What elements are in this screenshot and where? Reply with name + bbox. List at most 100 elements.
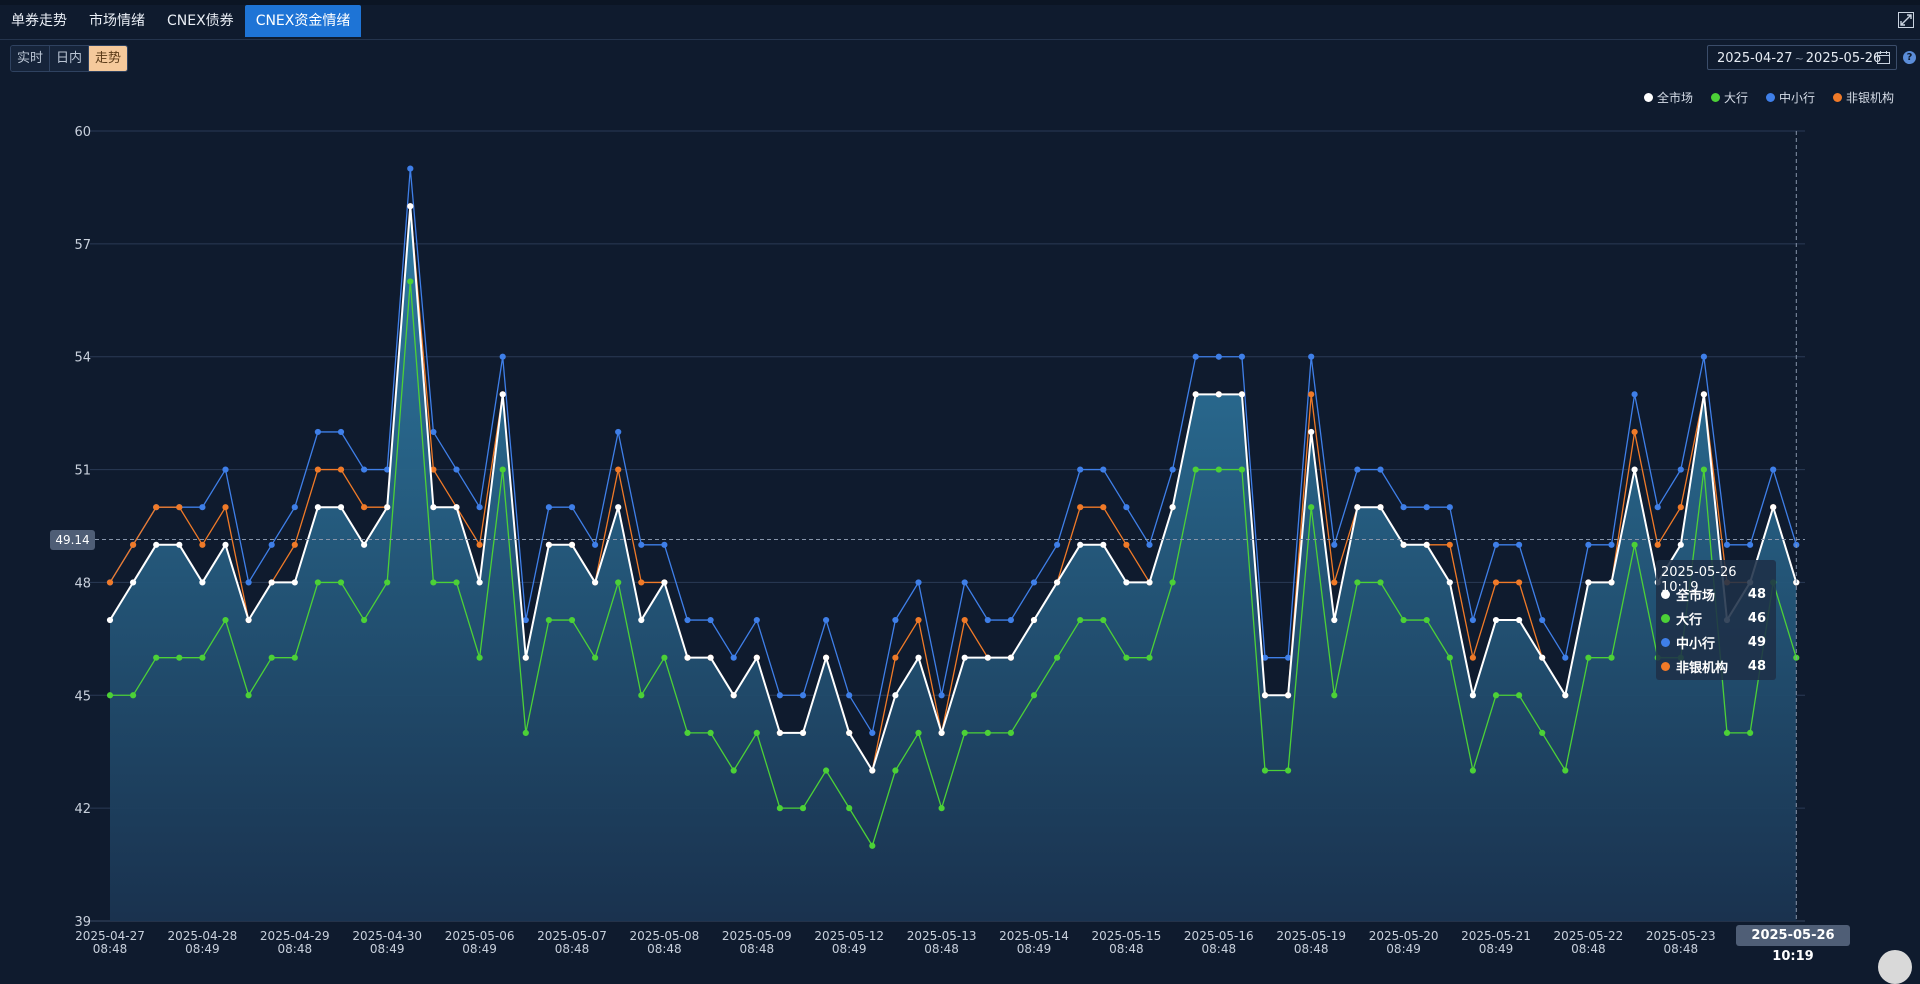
data-point-全市场 [1770, 504, 1777, 511]
data-point-全市场 [592, 579, 599, 586]
data-point-全市场 [545, 541, 553, 548]
data-point-非银机构 [476, 541, 483, 548]
x-tick-label-date: 2025-05-15 [1092, 929, 1162, 943]
tab-market-sentiment[interactable]: 市场情绪 [89, 13, 145, 29]
data-point-中小行 [1423, 504, 1430, 511]
data-point-中小行 [846, 692, 853, 699]
data-point-大行 [545, 616, 553, 624]
legend-item-small-banks[interactable]: 中小行 [1765, 89, 1815, 106]
data-point-大行 [938, 805, 945, 812]
x-tick-label-date: 2025-04-27 [75, 929, 145, 943]
data-point-大行 [407, 278, 414, 285]
tooltip-series-value: 46 [1747, 610, 1766, 626]
data-point-中小行 [1516, 541, 1523, 548]
floating-action-button[interactable] [1878, 950, 1912, 984]
data-point-大行 [1446, 654, 1453, 661]
x-tick-label-date: 2025-04-30 [352, 929, 422, 943]
y-tick-label: 45 [74, 689, 91, 704]
data-point-中小行 [1146, 541, 1153, 548]
data-point-全市场 [499, 391, 506, 398]
data-point-中小行 [1007, 616, 1015, 624]
data-point-全市场 [153, 541, 160, 548]
data-point-非银机构 [915, 616, 922, 624]
data-point-非银机构 [638, 579, 645, 586]
data-point-全市场 [222, 541, 229, 548]
data-point-中小行 [776, 692, 784, 699]
date-range-end: 2025-05-26 [1805, 51, 1882, 66]
data-point-全市场 [1192, 391, 1199, 398]
data-point-大行 [176, 654, 183, 661]
data-point-大行 [1585, 654, 1592, 661]
y-tick-label: 60 [74, 125, 91, 140]
data-point-全市场 [984, 654, 991, 661]
data-point-全市场 [1354, 504, 1361, 511]
data-point-中小行 [1054, 541, 1061, 548]
data-point-全市场 [1215, 391, 1222, 398]
data-point-中小行 [222, 466, 229, 473]
data-point-中小行 [245, 579, 252, 586]
data-point-大行 [1007, 729, 1015, 737]
data-point-大行 [776, 805, 784, 812]
data-point-大行 [291, 654, 298, 661]
data-point-大行 [1308, 504, 1315, 511]
data-point-中小行 [684, 616, 691, 624]
data-point-大行 [1285, 767, 1292, 774]
data-point-全市场 [638, 616, 645, 624]
data-point-全市场 [730, 692, 737, 699]
expand-icon[interactable] [1898, 12, 1914, 28]
data-point-大行 [199, 654, 206, 661]
data-point-大行 [1700, 466, 1708, 473]
x-tick-label-time: 08:49 [185, 942, 220, 956]
tab-cnex-bonds[interactable]: CNEX债券 [167, 13, 234, 29]
data-point-大行 [499, 466, 506, 473]
mode-realtime-button[interactable]: 实时 [11, 46, 51, 71]
data-point-全市场 [291, 579, 298, 586]
data-point-中小行 [1400, 504, 1407, 511]
data-point-全市场 [1054, 579, 1061, 586]
legend-item-non-bank[interactable]: 非银机构 [1832, 89, 1894, 106]
data-point-全市场 [615, 504, 622, 511]
data-point-全市场 [176, 541, 183, 548]
mode-trend-button[interactable]: 走势 [89, 46, 128, 71]
data-point-大行 [1331, 692, 1338, 699]
mode-intraday-button[interactable]: 日内 [50, 46, 90, 71]
x-tick-label-date: 2025-05-09 [722, 929, 792, 943]
data-point-非银机构 [130, 541, 137, 548]
data-point-大行 [1077, 616, 1084, 624]
data-point-大行 [361, 616, 368, 624]
data-point-大行 [1562, 767, 1569, 774]
data-point-全市场 [938, 729, 945, 737]
tooltip-row: 非银机构 48 [1661, 656, 1766, 676]
data-point-全市场 [384, 504, 391, 511]
data-point-大行 [1238, 466, 1246, 473]
data-point-中小行 [1100, 466, 1107, 473]
data-point-大行 [915, 729, 922, 737]
data-point-非银机构 [1631, 428, 1638, 436]
legend-label: 中小行 [1778, 91, 1815, 105]
legend-item-all-market[interactable]: 全市场 [1643, 89, 1693, 106]
tab-single-bond-trend[interactable]: 单券走势 [11, 13, 67, 29]
date-range-picker[interactable]: 2025-04-27 ~2025-05-26 [1707, 45, 1897, 70]
data-point-中小行 [1354, 466, 1361, 473]
chart-tooltip: 2025-05-26 10:19 全市场 48 大行 46 中小行 49 非银机… [1656, 560, 1776, 680]
data-point-中小行 [1723, 541, 1731, 548]
data-point-全市场 [799, 729, 807, 737]
data-point-大行 [453, 579, 460, 586]
help-icon[interactable]: ? [1903, 51, 1916, 64]
legend-item-large-banks[interactable]: 大行 [1710, 89, 1748, 106]
data-point-全市场 [1377, 504, 1384, 511]
x-tick-label-time: 08:48 [555, 942, 590, 956]
data-point-大行 [1539, 729, 1546, 737]
tab-cnex-fund-sentiment[interactable]: CNEX资金情绪 [244, 5, 362, 37]
tooltip-title: 2025-05-26 10:19 [1661, 565, 1737, 595]
data-point-大行 [1492, 692, 1500, 699]
data-point-全市场 [961, 654, 968, 661]
data-point-中小行 [1192, 353, 1199, 360]
data-point-非银机构 [176, 504, 183, 511]
data-point-大行 [1261, 767, 1269, 774]
data-point-大行 [730, 767, 737, 774]
data-point-非银机构 [1100, 504, 1107, 511]
data-point-中小行 [1562, 654, 1569, 661]
data-point-非银机构 [361, 504, 368, 511]
